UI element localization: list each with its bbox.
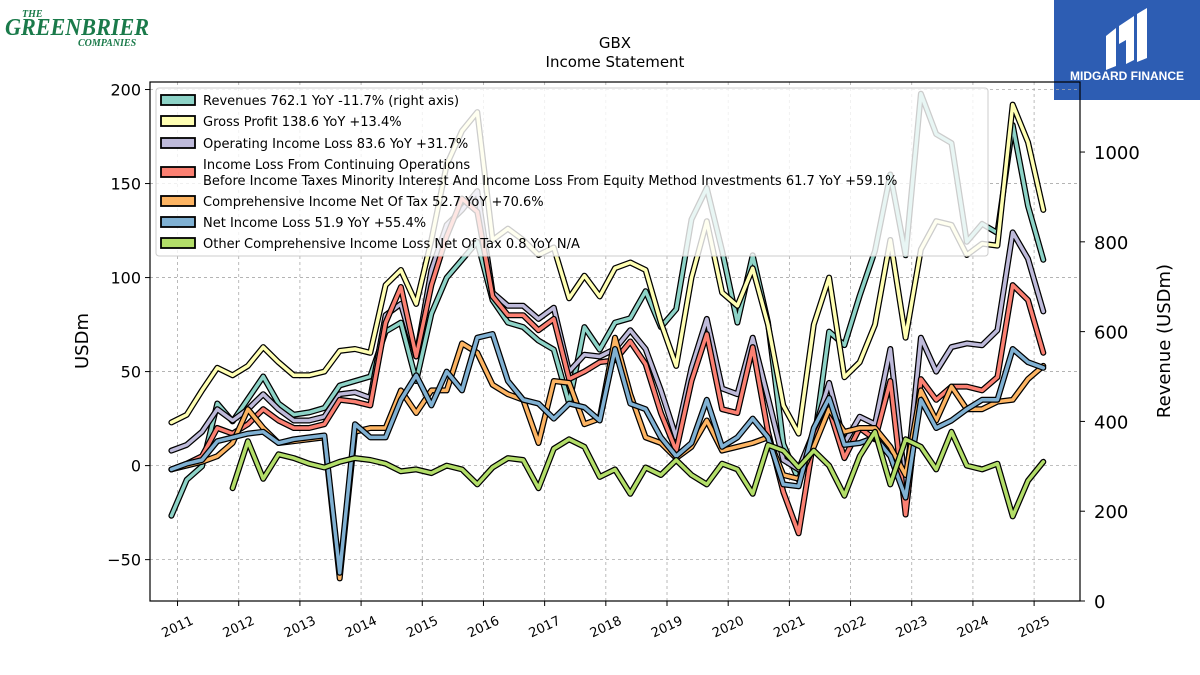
y2-tick-label: 400 [1094, 412, 1128, 433]
y-tick-label: 100 [110, 269, 141, 288]
chart-subtitle: Income Statement [546, 53, 685, 71]
x-tick-label: 2013 [282, 614, 318, 642]
x-tick-label: 2015 [404, 614, 440, 642]
series-6 [229, 428, 1047, 520]
series-line [169, 196, 1046, 536]
series-1 [168, 101, 1047, 437]
y2-tick-label: 800 [1094, 233, 1128, 254]
y-axis-label: USDm [72, 313, 93, 369]
legend-label-line2: Before Income Taxes Minority Interest An… [203, 174, 897, 189]
legend: Revenues 762.1 YoY -11.7% (right axis) Gr… [155, 87, 989, 257]
legend-swatch [160, 115, 196, 127]
y2-tick-label: 200 [1094, 502, 1128, 523]
y-tick-label: 150 [110, 175, 141, 194]
y2-tick-label: 0 [1094, 592, 1105, 613]
chart-title: GBX [599, 34, 631, 52]
legend-swatch [160, 195, 196, 207]
x-tick-label: 2023 [894, 614, 930, 642]
logo-left-line2: GREENBRIER [5, 15, 149, 41]
x-tick-label: 2016 [465, 614, 501, 642]
x-tick-label: 2012 [221, 614, 257, 642]
legend-box [155, 87, 989, 257]
logo-left-line3: COMPANIES [78, 38, 137, 49]
y-axis-right: 0 200 400 600 800 1000 [1080, 143, 1140, 613]
legend-label: Operating Income Loss 83.6 YoY +31.7% [203, 137, 468, 152]
y-tick-label: −50 [107, 551, 141, 570]
x-tick-label: 2021 [771, 614, 807, 642]
series-line [230, 430, 1046, 519]
midgard-finance-logo: MIDGARD FINANCE [1054, 0, 1200, 100]
x-tick-label: 2020 [710, 614, 746, 642]
legend-label: Gross Profit 138.6 YoY +13.4% [203, 115, 402, 130]
x-tick-label: 2011 [160, 614, 196, 642]
series-5 [168, 331, 1047, 576]
x-tick-label: 2019 [649, 614, 685, 642]
x-tick-label: 2024 [955, 614, 991, 642]
legend-label: Comprehensive Income Net Of Tax 52.7 YoY… [203, 195, 544, 210]
x-tick-label: 2017 [527, 614, 563, 642]
y-axis-left: −50 0 50 100 150 200 [107, 81, 150, 570]
series-layer [168, 90, 1047, 582]
x-tick-label: 2022 [833, 614, 869, 642]
legend-label: Net Income Loss 51.9 YoY +55.4% [203, 216, 426, 231]
series-2 [168, 188, 1047, 492]
x-tick-label: 2014 [343, 614, 379, 642]
series-line [169, 332, 1046, 575]
plot-frame [149, 81, 1081, 602]
legend-swatch [160, 216, 196, 228]
logo-right-text: MIDGARD FINANCE [1070, 69, 1184, 83]
x-axis: 2011 2012 2013 2014 2015 2016 2017 2018 2019 2020… [160, 601, 1052, 642]
y-tick-label: 0 [131, 457, 141, 476]
midgard-emblem-icon [1106, 8, 1147, 70]
legend-label-line1: Income Loss From Continuing Operations [203, 158, 470, 173]
y2-tick-label: 600 [1094, 323, 1128, 344]
series-line [169, 189, 1046, 490]
y2-tick-label: 1000 [1094, 143, 1140, 164]
y2-axis-label: Revenue (USDm) [1154, 264, 1175, 418]
legend-label: Revenues 762.1 YoY -11.7% (right axis) [203, 94, 459, 109]
legend-swatch [160, 166, 196, 178]
legend-label: Other Comprehensive Income Loss Net Of T… [203, 237, 580, 252]
series-3 [168, 195, 1047, 537]
legend-swatch [160, 237, 196, 249]
legend-swatch [160, 137, 196, 149]
x-tick-label: 2018 [588, 614, 624, 642]
greenbrier-logo: THE GREENBRIER COMPANIES [4, 4, 154, 52]
x-tick-label: 2025 [1016, 614, 1052, 642]
legend-swatch [160, 94, 196, 106]
logo-left-line1: THE [22, 9, 43, 20]
y-tick-label: 50 [121, 363, 141, 382]
y-tick-label: 200 [110, 81, 141, 100]
series-line [169, 102, 1046, 436]
